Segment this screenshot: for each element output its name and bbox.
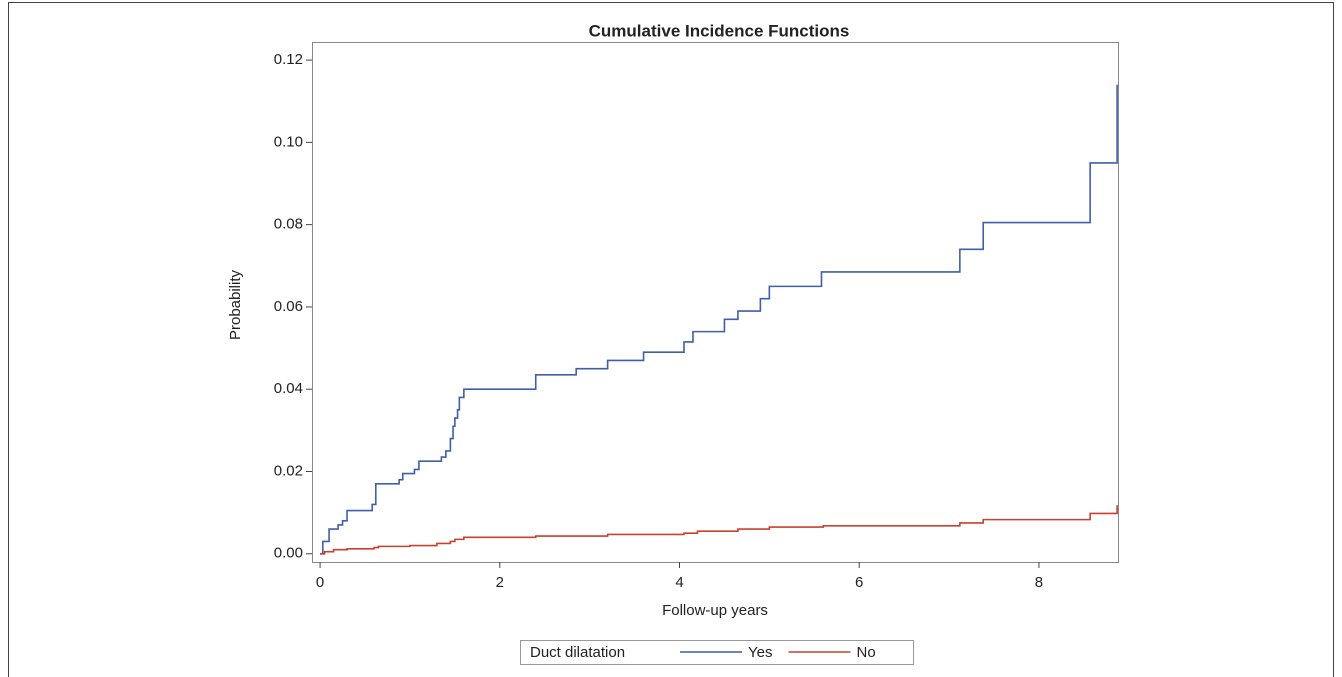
y-axis-label: Probability [227, 269, 244, 340]
legend-title: Duct dilatation [530, 644, 625, 661]
y-tick-label: 0.10 [274, 133, 303, 150]
y-tick-label: 0.08 [274, 216, 303, 233]
x-tick-label: 4 [675, 574, 683, 591]
step-line [320, 84, 1118, 555]
plot-area [312, 42, 1119, 563]
legend-label: No [856, 644, 875, 661]
y-tick-label: 0.06 [274, 298, 303, 315]
legend-box [520, 640, 914, 665]
x-tick-label: 0 [316, 574, 324, 591]
x-axis-label: Follow-up years [662, 602, 768, 619]
chart-title: Cumulative Incidence Functions [589, 21, 850, 40]
y-tick-label: 0.04 [274, 380, 303, 397]
legend-label: Yes [748, 644, 772, 661]
y-tick-label: 0.00 [274, 545, 303, 562]
x-tick-label: 8 [1035, 574, 1043, 591]
y-tick-label: 0.12 [274, 51, 303, 68]
y-tick-label: 0.02 [274, 462, 303, 479]
step-line [320, 505, 1118, 555]
x-tick-label: 2 [496, 574, 504, 591]
x-tick-label: 6 [855, 574, 863, 591]
frame [8, 2, 1334, 677]
